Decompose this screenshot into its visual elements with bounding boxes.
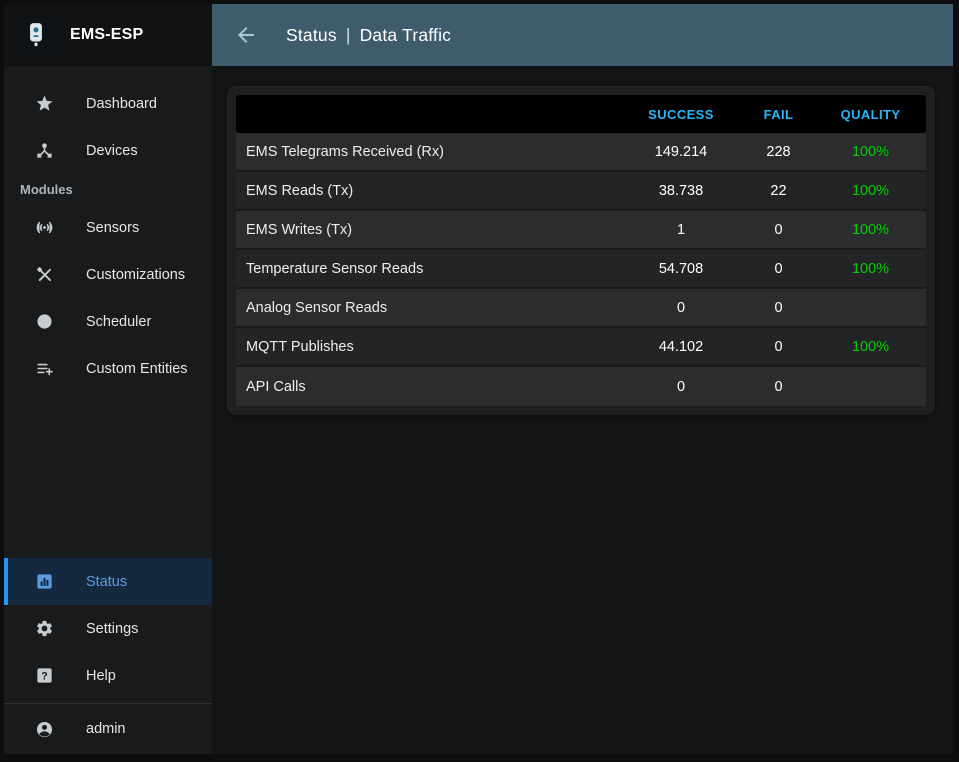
sidebar-item-label: Customizations (86, 266, 186, 283)
sidebar-item-label: Help (86, 667, 116, 684)
sidebar-item-label: Sensors (86, 219, 140, 236)
metric-fail: 0 (736, 328, 821, 367)
sidebar-item-label: Custom Entities (86, 360, 188, 377)
metric-fail: 0 (736, 289, 821, 328)
metric-success: 149.214 (626, 133, 736, 172)
metric-success: 1 (626, 211, 736, 250)
sidebar-item-scheduler[interactable]: Scheduler (4, 298, 212, 345)
page-title-separator: | (345, 24, 351, 45)
metric-success: 44.102 (626, 328, 736, 367)
table-header-row: SUCCESS FAIL QUALITY (236, 95, 926, 133)
back-arrow-icon[interactable] (234, 22, 260, 48)
metric-success: 0 (626, 289, 736, 328)
metric-fail: 22 (736, 172, 821, 211)
sidebar-item-status[interactable]: Status (4, 558, 212, 605)
sidebar-menu: Dashboard Devices Modules (4, 66, 212, 392)
tools-icon (34, 265, 54, 285)
table-row: Analog Sensor Reads 0 0 (236, 289, 926, 328)
help-icon: ? (34, 666, 54, 686)
metric-quality (821, 367, 926, 406)
metric-fail: 0 (736, 211, 821, 250)
metric-fail: 228 (736, 133, 821, 172)
account-circle-icon (34, 719, 54, 739)
gear-icon (34, 619, 54, 639)
svg-text:?: ? (41, 670, 48, 682)
metric-success: 0 (626, 367, 736, 406)
metric-quality: 100% (821, 328, 926, 367)
metric-success: 38.738 (626, 172, 736, 211)
header-quality: QUALITY (821, 95, 926, 133)
sidebar-item-custom-entities[interactable]: Custom Entities (4, 345, 212, 392)
sidebar: EMS-ESP Dashboard Devices Modules (4, 4, 212, 754)
table-row: EMS Telegrams Received (Rx) 149.214 228 … (236, 133, 926, 172)
table-row: EMS Writes (Tx) 1 0 100% (236, 211, 926, 250)
data-traffic-table: SUCCESS FAIL QUALITY EMS Telegrams Recei… (236, 95, 926, 406)
metric-name: EMS Telegrams Received (Rx) (236, 133, 626, 172)
sidebar-item-customizations[interactable]: Customizations (4, 251, 212, 298)
device-hub-icon (34, 141, 54, 161)
sidebar-item-label: Devices (86, 142, 138, 159)
sidebar-item-label: Settings (86, 620, 139, 637)
main-area: Status | Data Traffic SUCCESS FAIL QUALITY (212, 4, 953, 754)
sidebar-menu-bottom: Status Settings ? Help (4, 558, 212, 699)
app-title: EMS-ESP (70, 26, 144, 43)
metric-name: Analog Sensor Reads (236, 289, 626, 328)
sidebar-divider (4, 703, 212, 704)
sidebar-item-label: Scheduler (86, 313, 152, 330)
sidebar-item-label: Status (86, 573, 128, 590)
page-title: Status | Data Traffic (286, 25, 451, 46)
metric-fail: 0 (736, 367, 821, 406)
table-row: API Calls 0 0 (236, 367, 926, 406)
metric-quality: 100% (821, 133, 926, 172)
appbar: Status | Data Traffic (212, 4, 953, 66)
bar-chart-icon (34, 572, 54, 592)
table-row: Temperature Sensor Reads 54.708 0 100% (236, 250, 926, 289)
sidebar-item-admin[interactable]: admin (4, 704, 212, 754)
metric-name: API Calls (236, 367, 626, 406)
metric-name: EMS Writes (Tx) (236, 211, 626, 250)
sidebar-item-help[interactable]: ? Help (4, 652, 212, 699)
metric-quality: 100% (821, 172, 926, 211)
table-row: MQTT Publishes 44.102 0 100% (236, 328, 926, 367)
metric-success: 54.708 (626, 250, 736, 289)
sidebar-item-label: admin (86, 721, 126, 737)
app-window: EMS-ESP Dashboard Devices Modules (4, 4, 953, 754)
table-row: EMS Reads (Tx) 38.738 22 100% (236, 172, 926, 211)
ems-esp-logo-icon (18, 16, 54, 54)
header-success: SUCCESS (626, 95, 736, 133)
data-traffic-card: SUCCESS FAIL QUALITY EMS Telegrams Recei… (228, 87, 934, 414)
sidebar-item-label: Dashboard (86, 95, 157, 112)
content: SUCCESS FAIL QUALITY EMS Telegrams Recei… (212, 66, 953, 754)
metric-name: Temperature Sensor Reads (236, 250, 626, 289)
playlist-add-icon (34, 359, 54, 379)
sidebar-item-settings[interactable]: Settings (4, 605, 212, 652)
clock-icon (34, 312, 54, 332)
header-fail: FAIL (736, 95, 821, 133)
page-title-page: Data Traffic (359, 24, 452, 45)
sidebar-item-devices[interactable]: Devices (4, 127, 212, 174)
app-brand: EMS-ESP (4, 4, 212, 66)
sensors-icon (34, 218, 54, 238)
metric-name: EMS Reads (Tx) (236, 172, 626, 211)
sidebar-item-sensors[interactable]: Sensors (4, 204, 212, 251)
star-icon (34, 94, 54, 114)
sidebar-section-modules: Modules (20, 181, 73, 197)
sidebar-spacer (4, 392, 212, 558)
metric-fail: 0 (736, 250, 821, 289)
metric-name: MQTT Publishes (236, 328, 626, 367)
header-metric (236, 95, 626, 133)
page-title-section: Status (286, 24, 337, 45)
metric-quality: 100% (821, 250, 926, 289)
metric-quality: 100% (821, 211, 926, 250)
metric-quality (821, 289, 926, 328)
sidebar-item-dashboard[interactable]: Dashboard (4, 80, 212, 127)
